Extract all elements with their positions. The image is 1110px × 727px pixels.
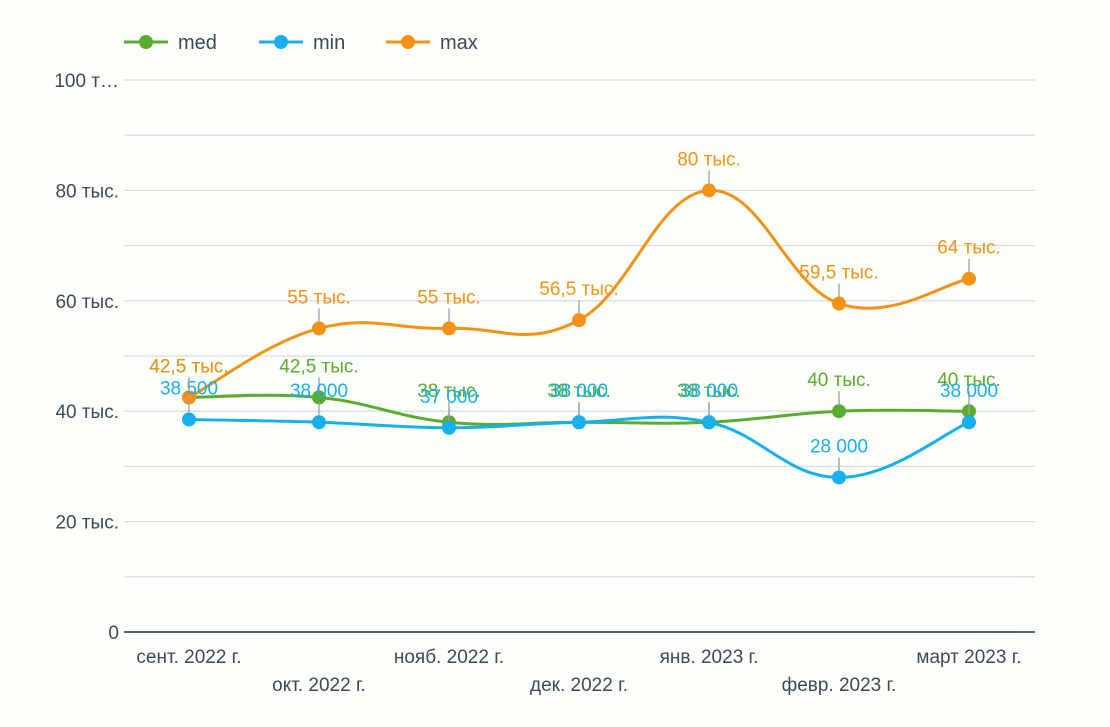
legend-label: max <box>440 32 478 54</box>
data-label-max: 80 тыс. <box>677 149 741 170</box>
legend-marker <box>401 35 415 49</box>
data-label-med: 42,5 тыс. <box>149 356 228 377</box>
x-tick-label: сент. 2022 г. <box>136 647 241 668</box>
data-label-max: 55 тыс. <box>417 287 481 308</box>
point-min[interactable] <box>702 415 716 430</box>
data-label-max: 42,5 тыс. <box>149 356 228 377</box>
point-max[interactable] <box>442 321 456 336</box>
data-label-max: 55 тыс. <box>287 287 351 308</box>
data-labels: 42,5 тыс. 42,5 тыс. 38 тыс. 38 тыс. 38 тыс. 4… <box>149 149 1001 471</box>
point-max[interactable] <box>702 183 716 198</box>
data-label-min: 38 000 <box>290 381 348 402</box>
data-label-min: 38 000 <box>680 381 738 402</box>
point-max[interactable] <box>832 296 846 311</box>
data-label-min: 38 000 <box>940 381 998 402</box>
data-label-med: 40 тыс. <box>937 370 1001 391</box>
point-max[interactable] <box>182 390 196 405</box>
data-label-med: 38 тыс. <box>547 381 611 402</box>
point-min[interactable] <box>832 470 846 485</box>
x-tick-label: февр. 2023 г. <box>782 675 897 696</box>
legend-label: med <box>178 32 217 54</box>
point-min[interactable] <box>312 415 326 430</box>
data-label-min: 37 000 <box>420 387 478 408</box>
data-label-med: 38 тыс. <box>677 381 741 402</box>
point-max[interactable] <box>312 321 326 336</box>
x-tick-label: дек. 2022 г. <box>530 675 628 696</box>
y-tick-label: 80 тыс. <box>55 181 119 202</box>
y-tick-label: 40 тыс. <box>55 402 119 423</box>
y-tick-label: 0 <box>108 623 119 644</box>
point-min[interactable] <box>572 415 586 430</box>
x-tick-label: янв. 2023 г. <box>660 647 759 668</box>
data-label-max: 56,5 тыс. <box>539 279 618 300</box>
point-min[interactable] <box>962 415 976 430</box>
legend[interactable]: med min max <box>124 32 478 54</box>
grid <box>124 79 1035 578</box>
y-axis: 0 20 тыс. 40 тыс. 60 тыс. 80 тыс. 100 т… <box>54 71 119 644</box>
point-min[interactable] <box>442 420 456 435</box>
point-min[interactable] <box>182 412 196 427</box>
data-label-max: 64 тыс. <box>937 238 1001 259</box>
x-tick-label: март 2023 г. <box>916 647 1021 668</box>
x-tick-label: окт. 2022 г. <box>272 675 366 696</box>
legend-marker <box>274 35 288 49</box>
legend-marker <box>139 35 153 49</box>
legend-item-min[interactable]: min <box>259 32 345 54</box>
x-tick-label: нояб. 2022 г. <box>394 647 504 668</box>
point-med[interactable] <box>832 404 846 419</box>
y-tick-label: 60 тыс. <box>55 292 119 313</box>
data-label-min: 38 000 <box>550 381 608 402</box>
legend-item-med[interactable]: med <box>124 32 217 54</box>
y-tick-label: 100 т… <box>54 71 119 92</box>
data-label-med: 40 тыс. <box>807 370 871 391</box>
legend-label: min <box>313 32 345 54</box>
point-med[interactable] <box>312 390 326 405</box>
legend-item-max[interactable]: max <box>386 32 478 54</box>
x-axis: сент. 2022 г. окт. 2022 г. нояб. 2022 г. де… <box>124 631 1035 696</box>
point-max[interactable] <box>572 313 586 328</box>
point-max[interactable] <box>962 271 976 286</box>
data-label-max: 59,5 тыс. <box>799 263 878 284</box>
data-label-med: 38 тыс. <box>417 381 481 402</box>
data-label-med: 42,5 тыс. <box>279 356 358 377</box>
y-tick-label: 20 тыс. <box>55 513 119 534</box>
data-label-min: 28 000 <box>810 436 868 457</box>
series-layer <box>182 183 976 485</box>
